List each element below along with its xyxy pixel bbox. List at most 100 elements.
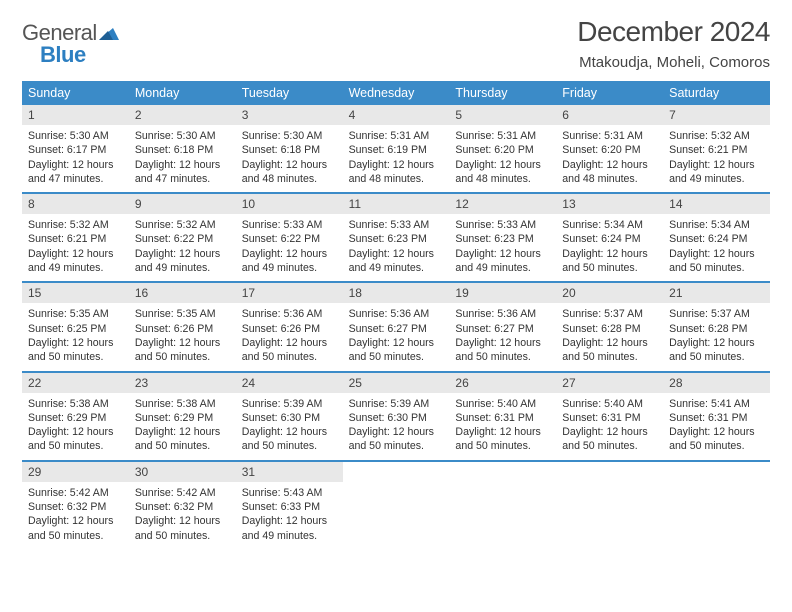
day-body: Sunrise: 5:36 AMSunset: 6:27 PMDaylight:… bbox=[449, 303, 556, 370]
sunset-text: Sunset: 6:22 PM bbox=[242, 232, 337, 246]
calendar: Sunday Monday Tuesday Wednesday Thursday… bbox=[22, 81, 770, 549]
day-number: 15 bbox=[22, 283, 129, 303]
week-row: 8Sunrise: 5:32 AMSunset: 6:21 PMDaylight… bbox=[22, 194, 770, 283]
day-body: Sunrise: 5:31 AMSunset: 6:20 PMDaylight:… bbox=[556, 125, 663, 192]
day-body: Sunrise: 5:35 AMSunset: 6:26 PMDaylight:… bbox=[129, 303, 236, 370]
day-cell: 7Sunrise: 5:32 AMSunset: 6:21 PMDaylight… bbox=[663, 105, 770, 192]
day-header: Friday bbox=[556, 81, 663, 105]
day-body: Sunrise: 5:31 AMSunset: 6:19 PMDaylight:… bbox=[343, 125, 450, 192]
daylight-text: Daylight: 12 hours and 50 minutes. bbox=[562, 247, 657, 276]
day-body: Sunrise: 5:38 AMSunset: 6:29 PMDaylight:… bbox=[22, 393, 129, 460]
day-body: Sunrise: 5:36 AMSunset: 6:26 PMDaylight:… bbox=[236, 303, 343, 370]
day-cell: 21Sunrise: 5:37 AMSunset: 6:28 PMDayligh… bbox=[663, 283, 770, 370]
day-cell: 3Sunrise: 5:30 AMSunset: 6:18 PMDaylight… bbox=[236, 105, 343, 192]
week-row: 15Sunrise: 5:35 AMSunset: 6:25 PMDayligh… bbox=[22, 283, 770, 372]
sunrise-text: Sunrise: 5:32 AM bbox=[669, 129, 764, 143]
page-title: December 2024 bbox=[577, 16, 770, 48]
day-number: 17 bbox=[236, 283, 343, 303]
day-body: Sunrise: 5:40 AMSunset: 6:31 PMDaylight:… bbox=[556, 393, 663, 460]
daylight-text: Daylight: 12 hours and 50 minutes. bbox=[349, 425, 444, 454]
daylight-text: Daylight: 12 hours and 47 minutes. bbox=[28, 158, 123, 187]
sunrise-text: Sunrise: 5:42 AM bbox=[135, 486, 230, 500]
daylight-text: Daylight: 12 hours and 50 minutes. bbox=[135, 514, 230, 543]
daylight-text: Daylight: 12 hours and 48 minutes. bbox=[349, 158, 444, 187]
daylight-text: Daylight: 12 hours and 49 minutes. bbox=[135, 247, 230, 276]
sunset-text: Sunset: 6:25 PM bbox=[28, 322, 123, 336]
logo: General Blue bbox=[22, 16, 119, 68]
daylight-text: Daylight: 12 hours and 50 minutes. bbox=[669, 425, 764, 454]
day-number: 27 bbox=[556, 373, 663, 393]
sunrise-text: Sunrise: 5:36 AM bbox=[455, 307, 550, 321]
daylight-text: Daylight: 12 hours and 49 minutes. bbox=[242, 514, 337, 543]
day-cell: 25Sunrise: 5:39 AMSunset: 6:30 PMDayligh… bbox=[343, 373, 450, 460]
day-body: Sunrise: 5:35 AMSunset: 6:25 PMDaylight:… bbox=[22, 303, 129, 370]
sunset-text: Sunset: 6:20 PM bbox=[562, 143, 657, 157]
sunset-text: Sunset: 6:28 PM bbox=[562, 322, 657, 336]
daylight-text: Daylight: 12 hours and 50 minutes. bbox=[349, 336, 444, 365]
day-cell: 8Sunrise: 5:32 AMSunset: 6:21 PMDaylight… bbox=[22, 194, 129, 281]
day-cell: 20Sunrise: 5:37 AMSunset: 6:28 PMDayligh… bbox=[556, 283, 663, 370]
day-number: 11 bbox=[343, 194, 450, 214]
daylight-text: Daylight: 12 hours and 48 minutes. bbox=[455, 158, 550, 187]
day-cell: 11Sunrise: 5:33 AMSunset: 6:23 PMDayligh… bbox=[343, 194, 450, 281]
sunset-text: Sunset: 6:31 PM bbox=[669, 411, 764, 425]
location-text: Mtakoudja, Moheli, Comoros bbox=[577, 54, 770, 71]
weeks-container: 1Sunrise: 5:30 AMSunset: 6:17 PMDaylight… bbox=[22, 105, 770, 549]
daylight-text: Daylight: 12 hours and 50 minutes. bbox=[562, 336, 657, 365]
day-header: Sunday bbox=[22, 81, 129, 105]
title-block: December 2024 Mtakoudja, Moheli, Comoros bbox=[577, 16, 770, 71]
day-header: Tuesday bbox=[236, 81, 343, 105]
sunrise-text: Sunrise: 5:36 AM bbox=[349, 307, 444, 321]
sunset-text: Sunset: 6:17 PM bbox=[28, 143, 123, 157]
sunrise-text: Sunrise: 5:32 AM bbox=[135, 218, 230, 232]
sunrise-text: Sunrise: 5:33 AM bbox=[349, 218, 444, 232]
day-body: Sunrise: 5:39 AMSunset: 6:30 PMDaylight:… bbox=[236, 393, 343, 460]
sunset-text: Sunset: 6:21 PM bbox=[28, 232, 123, 246]
sunset-text: Sunset: 6:33 PM bbox=[242, 500, 337, 514]
sunrise-text: Sunrise: 5:36 AM bbox=[242, 307, 337, 321]
sunset-text: Sunset: 6:24 PM bbox=[669, 232, 764, 246]
sunrise-text: Sunrise: 5:31 AM bbox=[562, 129, 657, 143]
sunrise-text: Sunrise: 5:41 AM bbox=[669, 397, 764, 411]
day-cell: 24Sunrise: 5:39 AMSunset: 6:30 PMDayligh… bbox=[236, 373, 343, 460]
daylight-text: Daylight: 12 hours and 50 minutes. bbox=[562, 425, 657, 454]
sunrise-text: Sunrise: 5:35 AM bbox=[28, 307, 123, 321]
day-cell: 17Sunrise: 5:36 AMSunset: 6:26 PMDayligh… bbox=[236, 283, 343, 370]
day-body: Sunrise: 5:31 AMSunset: 6:20 PMDaylight:… bbox=[449, 125, 556, 192]
daylight-text: Daylight: 12 hours and 50 minutes. bbox=[669, 247, 764, 276]
day-cell: 30Sunrise: 5:42 AMSunset: 6:32 PMDayligh… bbox=[129, 462, 236, 549]
day-body: Sunrise: 5:40 AMSunset: 6:31 PMDaylight:… bbox=[449, 393, 556, 460]
day-cell bbox=[343, 462, 450, 549]
daylight-text: Daylight: 12 hours and 50 minutes. bbox=[455, 336, 550, 365]
sunrise-text: Sunrise: 5:39 AM bbox=[242, 397, 337, 411]
day-number: 22 bbox=[22, 373, 129, 393]
sunset-text: Sunset: 6:23 PM bbox=[349, 232, 444, 246]
day-cell: 27Sunrise: 5:40 AMSunset: 6:31 PMDayligh… bbox=[556, 373, 663, 460]
day-number: 30 bbox=[129, 462, 236, 482]
sunrise-text: Sunrise: 5:30 AM bbox=[135, 129, 230, 143]
day-body: Sunrise: 5:42 AMSunset: 6:32 PMDaylight:… bbox=[129, 482, 236, 549]
day-cell: 14Sunrise: 5:34 AMSunset: 6:24 PMDayligh… bbox=[663, 194, 770, 281]
sunset-text: Sunset: 6:30 PM bbox=[242, 411, 337, 425]
day-cell: 12Sunrise: 5:33 AMSunset: 6:23 PMDayligh… bbox=[449, 194, 556, 281]
sunrise-text: Sunrise: 5:37 AM bbox=[562, 307, 657, 321]
sunset-text: Sunset: 6:29 PM bbox=[135, 411, 230, 425]
day-body: Sunrise: 5:32 AMSunset: 6:21 PMDaylight:… bbox=[22, 214, 129, 281]
daylight-text: Daylight: 12 hours and 47 minutes. bbox=[135, 158, 230, 187]
day-body: Sunrise: 5:30 AMSunset: 6:18 PMDaylight:… bbox=[236, 125, 343, 192]
day-body: Sunrise: 5:32 AMSunset: 6:22 PMDaylight:… bbox=[129, 214, 236, 281]
day-cell: 4Sunrise: 5:31 AMSunset: 6:19 PMDaylight… bbox=[343, 105, 450, 192]
sunset-text: Sunset: 6:28 PM bbox=[669, 322, 764, 336]
day-number: 13 bbox=[556, 194, 663, 214]
sunset-text: Sunset: 6:22 PM bbox=[135, 232, 230, 246]
sunset-text: Sunset: 6:26 PM bbox=[135, 322, 230, 336]
day-number: 1 bbox=[22, 105, 129, 125]
daylight-text: Daylight: 12 hours and 50 minutes. bbox=[669, 336, 764, 365]
day-body: Sunrise: 5:36 AMSunset: 6:27 PMDaylight:… bbox=[343, 303, 450, 370]
sunset-text: Sunset: 6:18 PM bbox=[135, 143, 230, 157]
sunrise-text: Sunrise: 5:38 AM bbox=[28, 397, 123, 411]
day-number: 28 bbox=[663, 373, 770, 393]
day-number: 26 bbox=[449, 373, 556, 393]
sunrise-text: Sunrise: 5:31 AM bbox=[455, 129, 550, 143]
sunset-text: Sunset: 6:19 PM bbox=[349, 143, 444, 157]
